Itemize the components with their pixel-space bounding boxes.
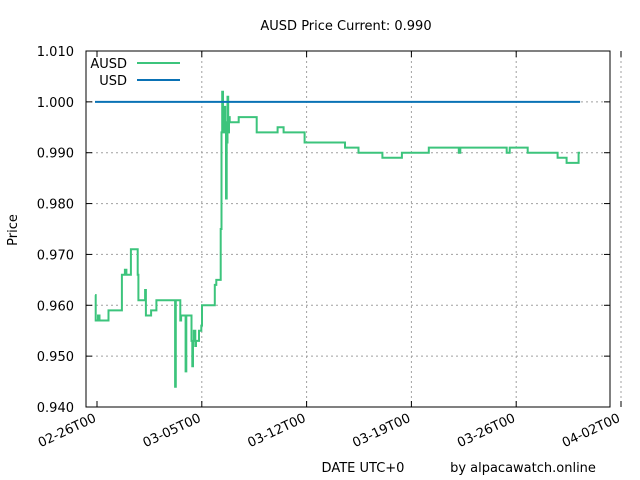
credit-label: by alpacawatch.online (450, 461, 596, 476)
x-tick-label: 03-26T00 (455, 411, 518, 451)
legend-label-usd: USD (99, 74, 127, 89)
series-line-ausd (94, 90, 581, 388)
x-tick-label: 03-12T00 (246, 411, 309, 451)
grid (86, 51, 622, 407)
legend-label-ausd: AUSD (90, 57, 127, 72)
chart-title: AUSD Price Current: 0.990 (260, 19, 431, 34)
x-tick-label: 02-26T00 (36, 411, 99, 451)
x-tick-label: 03-19T00 (350, 411, 413, 451)
series-layer (94, 90, 581, 388)
x-axis-ticks: 02-26T00 03-05T00 03-12T00 03-19T00 03-26T00… (36, 51, 623, 451)
x-tick-label: 03-05T00 (141, 411, 204, 451)
y-axis-label: Price (6, 214, 21, 246)
y-tick-label: 1.000 (37, 96, 74, 111)
y-tick-label: 0.960 (37, 299, 74, 314)
y-axis-ticks: 0.940 0.950 0.960 0.970 0.980 0.990 1.000 1.010 (37, 45, 610, 416)
plot-frame (85, 50, 611, 408)
y-tick-label: 0.990 (37, 147, 74, 162)
x-axis-label: DATE UTC+0 (322, 461, 405, 476)
legend: AUSD USD (90, 57, 180, 89)
y-tick-label: 0.980 (37, 198, 74, 213)
y-tick-label: 1.010 (37, 45, 74, 60)
x-tick-label: 04-02T00 (560, 411, 623, 451)
y-tick-label: 0.940 (37, 401, 74, 416)
y-tick-label: 0.950 (37, 350, 74, 365)
y-tick-label: 0.970 (37, 248, 74, 263)
